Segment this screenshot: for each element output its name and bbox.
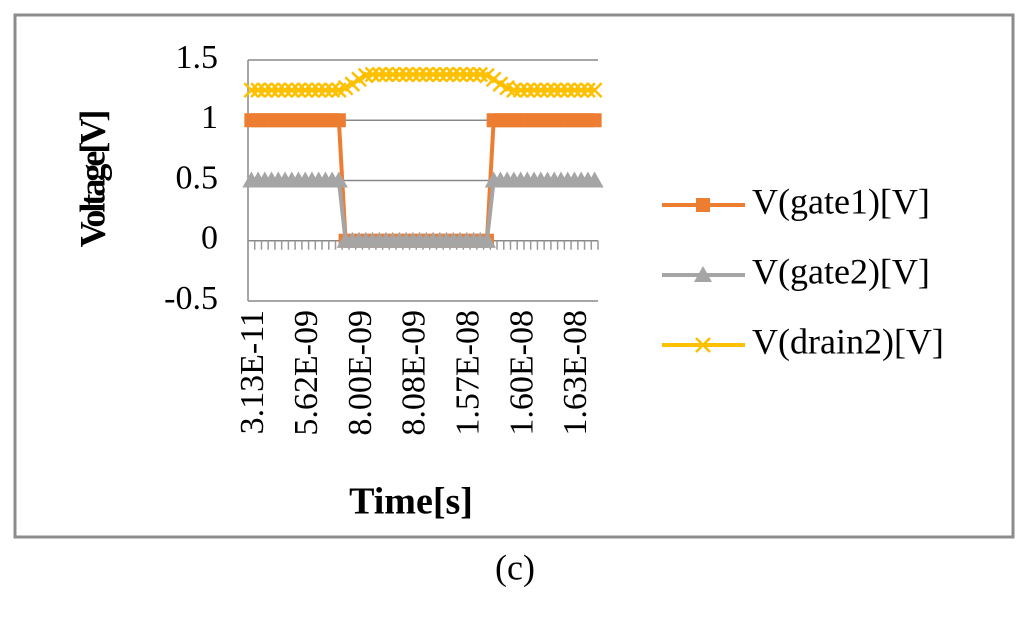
data-point: [587, 113, 602, 128]
data-point: [559, 82, 576, 99]
data-point: [304, 82, 320, 99]
data-point: [331, 113, 346, 128]
legend-marker: [696, 198, 710, 212]
data-point: [250, 82, 266, 99]
data-point: [452, 66, 468, 83]
data-point: [283, 82, 300, 99]
data-point: [512, 82, 529, 99]
data-point: [445, 66, 462, 83]
data-point: [519, 82, 536, 99]
data-point: [256, 82, 273, 99]
data-point: [371, 66, 388, 83]
data-point: [438, 66, 455, 83]
x-tick-label: 3.13E-11: [234, 310, 271, 434]
data-point: [585, 171, 604, 188]
data-point: [329, 171, 348, 188]
data-point: [411, 66, 428, 83]
data-point: [398, 66, 415, 83]
data-point: [526, 82, 542, 99]
data-point: [243, 82, 260, 99]
data-point: [277, 82, 293, 99]
x-tick-label: 1.57E-08: [450, 310, 487, 436]
x-tick-label: 5.62E-09: [288, 310, 325, 436]
data-point: [418, 66, 435, 83]
x-tick-label: 8.08E-09: [396, 310, 433, 436]
series-line: [251, 72, 595, 93]
x-tick-label: 8.00E-09: [342, 310, 379, 436]
x-tick-label: 1.60E-08: [503, 310, 540, 436]
legend-label: V(drain2)[V]: [752, 321, 944, 361]
data-point: [458, 66, 475, 83]
data-point: [485, 71, 502, 88]
data-point: [297, 82, 314, 99]
legend-marker: [695, 337, 711, 353]
data-point: [431, 66, 448, 83]
chart-border: [13, 13, 1015, 539]
y-axis-label: Voltage[V]: [72, 112, 112, 248]
y-tick-label: 1: [201, 99, 218, 136]
data-point: [465, 66, 482, 83]
data-point: [566, 82, 583, 99]
data-point: [580, 82, 596, 99]
y-tick-label: 0: [201, 220, 218, 257]
y-tick-label: 0.5: [176, 159, 219, 196]
y-tick-label: 1.5: [176, 39, 219, 76]
data-point: [378, 66, 394, 83]
data-point: [317, 82, 334, 99]
data-point: [477, 231, 496, 248]
legend-label: V(gate1)[V]: [752, 181, 930, 221]
data-point: [391, 66, 408, 83]
data-point: [324, 82, 341, 99]
data-point: [539, 82, 556, 99]
x-tick-label: 1.63E-08: [557, 310, 594, 436]
data-point: [405, 66, 421, 83]
data-point: [290, 82, 307, 99]
data-point: [344, 76, 361, 92]
data-point: [505, 82, 522, 99]
data-point: [546, 82, 563, 99]
caption: (c): [495, 547, 535, 587]
x-axis-label: Time[s]: [349, 481, 473, 523]
data-point: [270, 82, 287, 99]
data-point: [553, 82, 569, 99]
data-point: [425, 66, 441, 83]
y-tick-label: -0.5: [164, 280, 218, 317]
legend-label: V(gate2)[V]: [752, 251, 930, 291]
data-point: [310, 82, 327, 99]
data-point: [573, 82, 590, 99]
data-point: [586, 82, 603, 99]
data-point: [364, 66, 381, 83]
data-point: [384, 66, 401, 83]
legend-marker: [694, 266, 712, 282]
data-point: [263, 82, 280, 99]
data-point: [532, 82, 549, 99]
